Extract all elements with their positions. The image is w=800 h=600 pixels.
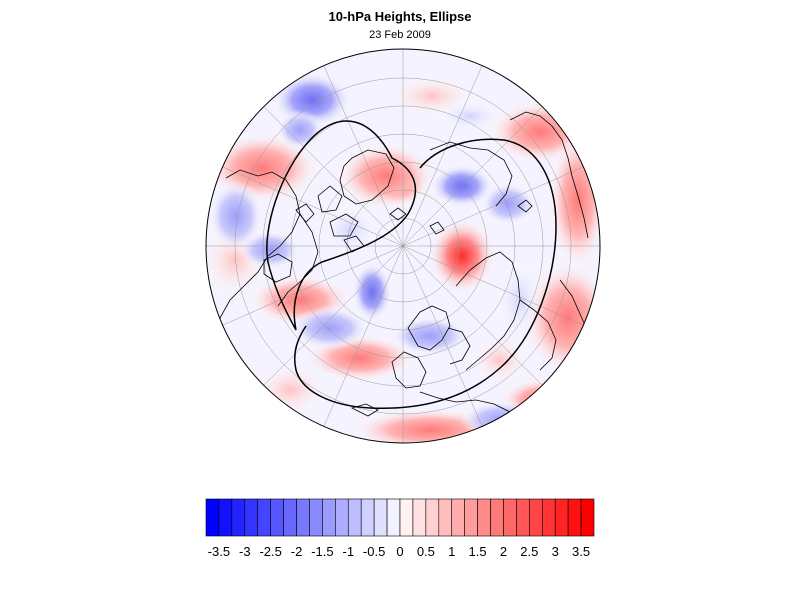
colorbar-swatch <box>529 498 543 537</box>
colorbar-swatch <box>541 498 556 537</box>
colorbar-swatch <box>412 498 427 537</box>
colorbar-swatch <box>451 498 465 537</box>
colorbar-tick-label: -1.5 <box>311 544 333 559</box>
vortex-ellipse-large <box>294 138 557 410</box>
colorbar-swatch <box>554 498 569 537</box>
colorbar-swatch <box>296 498 310 537</box>
map-date: 23 Feb 2009 <box>369 29 431 41</box>
colorbar-tick-label: -2.5 <box>259 544 281 559</box>
colorbar-tick-label: 2 <box>500 544 507 559</box>
graticule <box>206 49 600 443</box>
colorbar-tick-label: 0.5 <box>417 544 435 559</box>
colorbar-tick-label: -3 <box>239 544 251 559</box>
colorbar-swatch <box>464 498 478 537</box>
colorbar-tick-label: 1 <box>448 544 455 559</box>
colorbar-swatch <box>244 498 259 537</box>
colorbar-tick-label: -0.5 <box>363 544 385 559</box>
vortex-ellipse-small <box>266 120 417 331</box>
colorbar-swatch <box>322 498 336 537</box>
colorbar-labels: -3.5 -3 -2.5 -2 -1.5 -1 -0.5 0 0.5 1 1.5 2 2.5 3 3.5 <box>208 544 590 559</box>
colorbar-swatch <box>516 498 530 537</box>
colorbar-swatch <box>270 498 284 537</box>
ellipse-overlays <box>266 120 557 410</box>
colorbar-swatch <box>205 498 220 537</box>
colorbar-tick-label: 3 <box>552 544 559 559</box>
colorbar-tick-label: -3.5 <box>208 544 230 559</box>
colorbar-swatch <box>218 498 233 537</box>
colorbar-swatch <box>567 498 582 537</box>
colorbar-swatch <box>399 498 414 537</box>
globe-outline <box>205 48 601 444</box>
colorbar-tick-label: 0 <box>396 544 403 559</box>
colorbar-swatch <box>580 498 595 537</box>
coastlines <box>213 111 589 419</box>
colorbar-swatch <box>231 498 246 537</box>
colorbar-swatch <box>490 498 504 537</box>
colorbar-tick-label: -2 <box>291 544 303 559</box>
colorbar-swatch <box>386 498 401 537</box>
colorbar-swatch <box>373 498 388 537</box>
colorbar-swatch <box>309 498 323 537</box>
colorbar-tick-label: -1 <box>342 544 354 559</box>
colorbar-tick-label: 3.5 <box>572 544 590 559</box>
colorbar-swatch <box>503 498 517 537</box>
map-title: 10-hPa Heights, Ellipse <box>328 9 472 24</box>
colorbar-swatch <box>425 498 440 537</box>
colorbar-tick-label: 1.5 <box>469 544 487 559</box>
colorbar-tick-label: 2.5 <box>520 544 538 559</box>
colorbar-swatch <box>335 498 349 537</box>
colorbar-swatch <box>283 498 297 537</box>
colorbar-swatch <box>360 498 375 537</box>
colorbar-swatch <box>477 498 491 537</box>
colorbar-swatch <box>438 498 453 537</box>
colorbar-swatch <box>257 498 271 537</box>
colorbar-swatches <box>205 498 595 537</box>
colorbar-swatch <box>347 498 362 537</box>
